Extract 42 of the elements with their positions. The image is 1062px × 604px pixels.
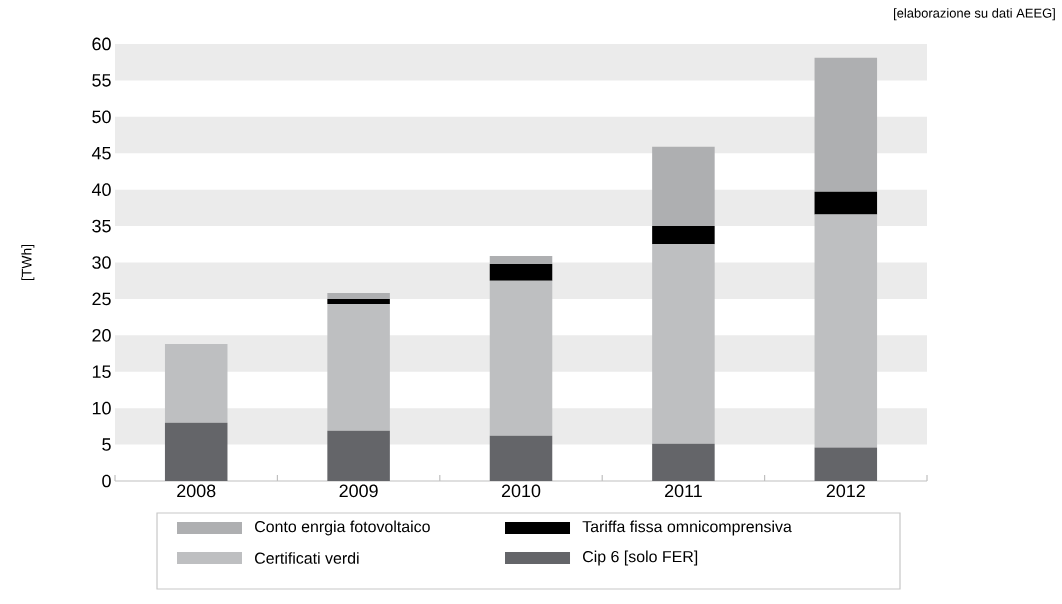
text: [elaborazione su dati AEEG] xyxy=(894,8,1055,21)
y-tick-label: 40 xyxy=(91,183,111,196)
bar xyxy=(327,430,390,481)
y-tick-label: 25 xyxy=(92,292,111,306)
x-tick-label: 2010 xyxy=(501,484,541,498)
bar xyxy=(489,435,553,481)
y-tick-label: 15 xyxy=(92,365,111,378)
x-tick-label: 2008 xyxy=(177,484,216,498)
legend-label: Conto enrgia fotovoltaico xyxy=(255,520,430,536)
x-tick-label: 2011 xyxy=(665,484,702,498)
bar xyxy=(814,447,878,481)
legend-label: Tariffa fissa omnicomprensiva xyxy=(582,520,792,536)
y-tick-label: 55 xyxy=(92,74,111,87)
x-tick-label: 2009 xyxy=(339,484,378,498)
y-tick-label: 35 xyxy=(92,219,111,233)
bar xyxy=(652,226,715,245)
x-tick-label: 2012 xyxy=(826,484,865,498)
legend-label: Cip 6 [solo FER] xyxy=(583,550,698,566)
y-tick-label: 0 xyxy=(102,474,111,488)
bar xyxy=(814,191,878,215)
bar xyxy=(489,280,553,436)
bar xyxy=(814,57,878,192)
y-tick-label: 60 xyxy=(92,37,111,51)
bar xyxy=(327,298,390,304)
bar xyxy=(164,422,228,481)
bar xyxy=(489,263,553,281)
bar xyxy=(327,304,390,431)
y-tick-label: 45 xyxy=(91,146,111,160)
y-tick-label: 5 xyxy=(102,438,111,451)
bar xyxy=(489,255,553,264)
y-tick-label: 30 xyxy=(92,256,111,269)
bar xyxy=(814,214,878,448)
bar xyxy=(164,344,228,423)
y-tick-label: 20 xyxy=(92,328,111,342)
bar xyxy=(652,146,715,227)
y-tick-label: 10 xyxy=(92,401,111,415)
y-axis-title: [TWh] xyxy=(21,244,35,281)
y-tick-label: 50 xyxy=(92,110,111,124)
bar xyxy=(652,443,715,481)
bar xyxy=(652,244,715,444)
bar xyxy=(327,293,390,299)
legend-label: Certificati verdi xyxy=(255,552,359,564)
